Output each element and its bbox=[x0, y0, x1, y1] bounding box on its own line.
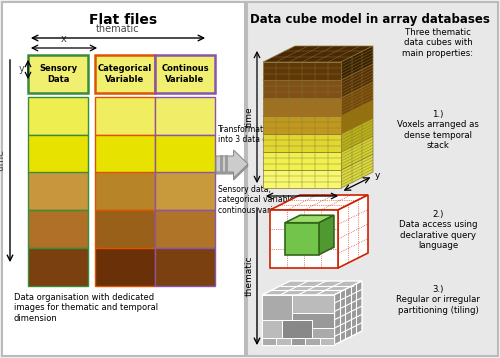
Bar bbox=[95, 97, 155, 135]
Polygon shape bbox=[263, 64, 373, 80]
Bar bbox=[263, 170, 341, 188]
Bar bbox=[282, 320, 312, 345]
Text: 2.)
Data access using
declarative query
language: 2.) Data access using declarative query … bbox=[399, 210, 477, 250]
Bar bbox=[276, 338, 291, 345]
Bar bbox=[305, 338, 320, 345]
Text: Data organisation with dedicated
images for thematic and temporal
dimension: Data organisation with dedicated images … bbox=[14, 293, 158, 323]
Polygon shape bbox=[263, 82, 373, 98]
Bar bbox=[155, 97, 215, 135]
Bar bbox=[262, 338, 276, 345]
Bar bbox=[247, 2, 498, 356]
Bar bbox=[320, 338, 334, 345]
Polygon shape bbox=[263, 118, 373, 134]
Text: Sensory
Data: Sensory Data bbox=[39, 64, 77, 84]
Text: Flat files: Flat files bbox=[89, 13, 157, 27]
Bar bbox=[28, 135, 88, 173]
Bar bbox=[28, 97, 88, 135]
Bar bbox=[95, 248, 155, 286]
Polygon shape bbox=[263, 46, 373, 62]
Text: 3.)
Regular or irregular
partitioning (tiling): 3.) Regular or irregular partitioning (t… bbox=[396, 285, 480, 315]
Text: time: time bbox=[0, 149, 6, 171]
Polygon shape bbox=[270, 195, 368, 210]
Text: Sensory data,
categorical variable,
continous variable: Sensory data, categorical variable, cont… bbox=[218, 185, 297, 215]
Polygon shape bbox=[262, 281, 362, 295]
Polygon shape bbox=[341, 46, 373, 80]
Bar bbox=[155, 55, 215, 93]
Polygon shape bbox=[341, 64, 373, 98]
Bar bbox=[263, 80, 341, 98]
Text: Data cube model in array databases: Data cube model in array databases bbox=[250, 13, 490, 26]
Bar bbox=[270, 210, 338, 268]
Text: y: y bbox=[18, 64, 24, 74]
Polygon shape bbox=[341, 154, 373, 188]
Text: Three thematic
data cubes with
main properties:: Three thematic data cubes with main prop… bbox=[402, 28, 473, 58]
Bar bbox=[95, 55, 155, 93]
Bar bbox=[292, 295, 334, 313]
Text: y: y bbox=[375, 171, 380, 180]
Polygon shape bbox=[341, 82, 373, 116]
Bar bbox=[262, 295, 334, 345]
Bar bbox=[28, 172, 88, 210]
Bar bbox=[263, 62, 341, 80]
Bar bbox=[155, 248, 215, 286]
Bar bbox=[262, 295, 292, 320]
Polygon shape bbox=[216, 150, 248, 178]
Bar bbox=[2, 2, 245, 356]
Bar bbox=[262, 320, 282, 345]
Bar bbox=[263, 152, 341, 170]
Bar bbox=[285, 223, 319, 255]
Text: thematic: thematic bbox=[96, 24, 140, 34]
Bar bbox=[291, 338, 305, 345]
Polygon shape bbox=[285, 215, 334, 223]
Polygon shape bbox=[341, 118, 373, 152]
Polygon shape bbox=[341, 100, 373, 134]
Polygon shape bbox=[334, 281, 362, 345]
Text: time: time bbox=[245, 107, 254, 127]
Polygon shape bbox=[338, 195, 368, 268]
Bar bbox=[292, 328, 334, 345]
Text: x: x bbox=[61, 34, 67, 44]
Bar bbox=[263, 134, 341, 152]
Bar bbox=[155, 210, 215, 248]
Text: x: x bbox=[300, 200, 304, 209]
Text: thematic: thematic bbox=[245, 256, 254, 296]
Polygon shape bbox=[263, 154, 373, 170]
Polygon shape bbox=[263, 136, 373, 152]
Bar bbox=[28, 55, 88, 93]
Bar bbox=[95, 135, 155, 173]
Text: 1.)
Voxels arranged as
dense temporal
stack: 1.) Voxels arranged as dense temporal st… bbox=[397, 110, 479, 150]
Text: Categorical
Variable: Categorical Variable bbox=[98, 64, 152, 84]
Polygon shape bbox=[341, 136, 373, 170]
Polygon shape bbox=[216, 152, 248, 180]
Bar bbox=[28, 210, 88, 248]
Text: Continous
Variable: Continous Variable bbox=[161, 64, 209, 84]
Text: Transformation
into 3 data cubes: Transformation into 3 data cubes bbox=[218, 125, 285, 144]
Bar bbox=[155, 135, 215, 173]
Bar bbox=[28, 248, 88, 286]
Bar bbox=[95, 210, 155, 248]
Bar bbox=[155, 172, 215, 210]
Bar bbox=[263, 98, 341, 116]
Polygon shape bbox=[263, 100, 373, 116]
Polygon shape bbox=[319, 215, 334, 255]
Bar bbox=[292, 313, 334, 328]
Bar bbox=[263, 116, 341, 134]
Bar bbox=[95, 172, 155, 210]
